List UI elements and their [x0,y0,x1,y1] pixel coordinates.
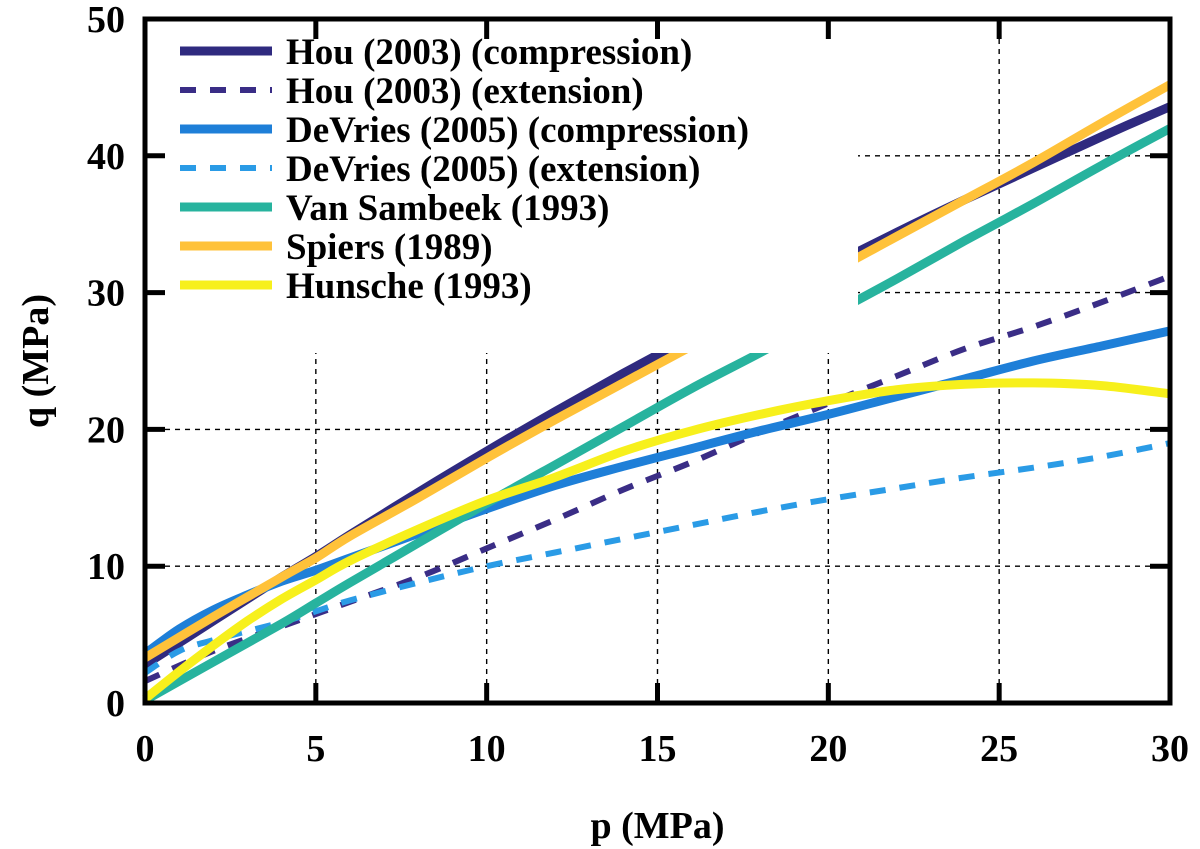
series-line-5 [142,80,1173,662]
x-tick-label-0: 0 [136,728,155,770]
series-lines [142,80,1173,705]
y-tick-label-4: 40 [87,136,125,178]
series-line-1 [143,273,1172,684]
y-tick-label-0: 0 [106,683,125,725]
x-tick-label-6: 30 [1151,728,1189,770]
y-tick-label-3: 30 [87,273,125,315]
legend: Hou (2003) (compression)Hou (2003) (exte… [158,25,858,353]
legend-label-3: DeVries (2005) (extension) [286,149,700,190]
x-tick-label-4: 20 [809,728,847,770]
x-tick-label-3: 15 [639,728,677,770]
tick-labels: 0 5 10 15 20 25 30 0 10 20 30 40 50 [87,0,1189,770]
legend-background [158,25,858,353]
legend-label-5: Spiers (1989) [286,227,493,268]
series-line-4 [142,124,1173,705]
legend-label-4: Van Sambeek (1993) [286,188,609,229]
y-tick-label-2: 20 [87,409,125,451]
x-axis-label: p (MPa) [590,805,724,847]
legend-label-6: Hunsche (1993) [286,266,532,307]
series-line-6 [142,378,1171,703]
x-tick-label-2: 10 [468,728,506,770]
plot-frame [142,16,1173,706]
y-axis-label: q (MPa) [15,294,57,428]
x-tick-label-1: 5 [306,728,325,770]
y-tick-label-5: 50 [87,0,125,41]
legend-label-1: Hou (2003) (extension) [286,71,644,112]
x-tick-label-5: 25 [980,728,1018,770]
axis-ticks [145,19,1170,703]
y-tick-label-1: 10 [87,546,125,588]
legend-label-2: DeVries (2005) (compression) [286,110,749,151]
